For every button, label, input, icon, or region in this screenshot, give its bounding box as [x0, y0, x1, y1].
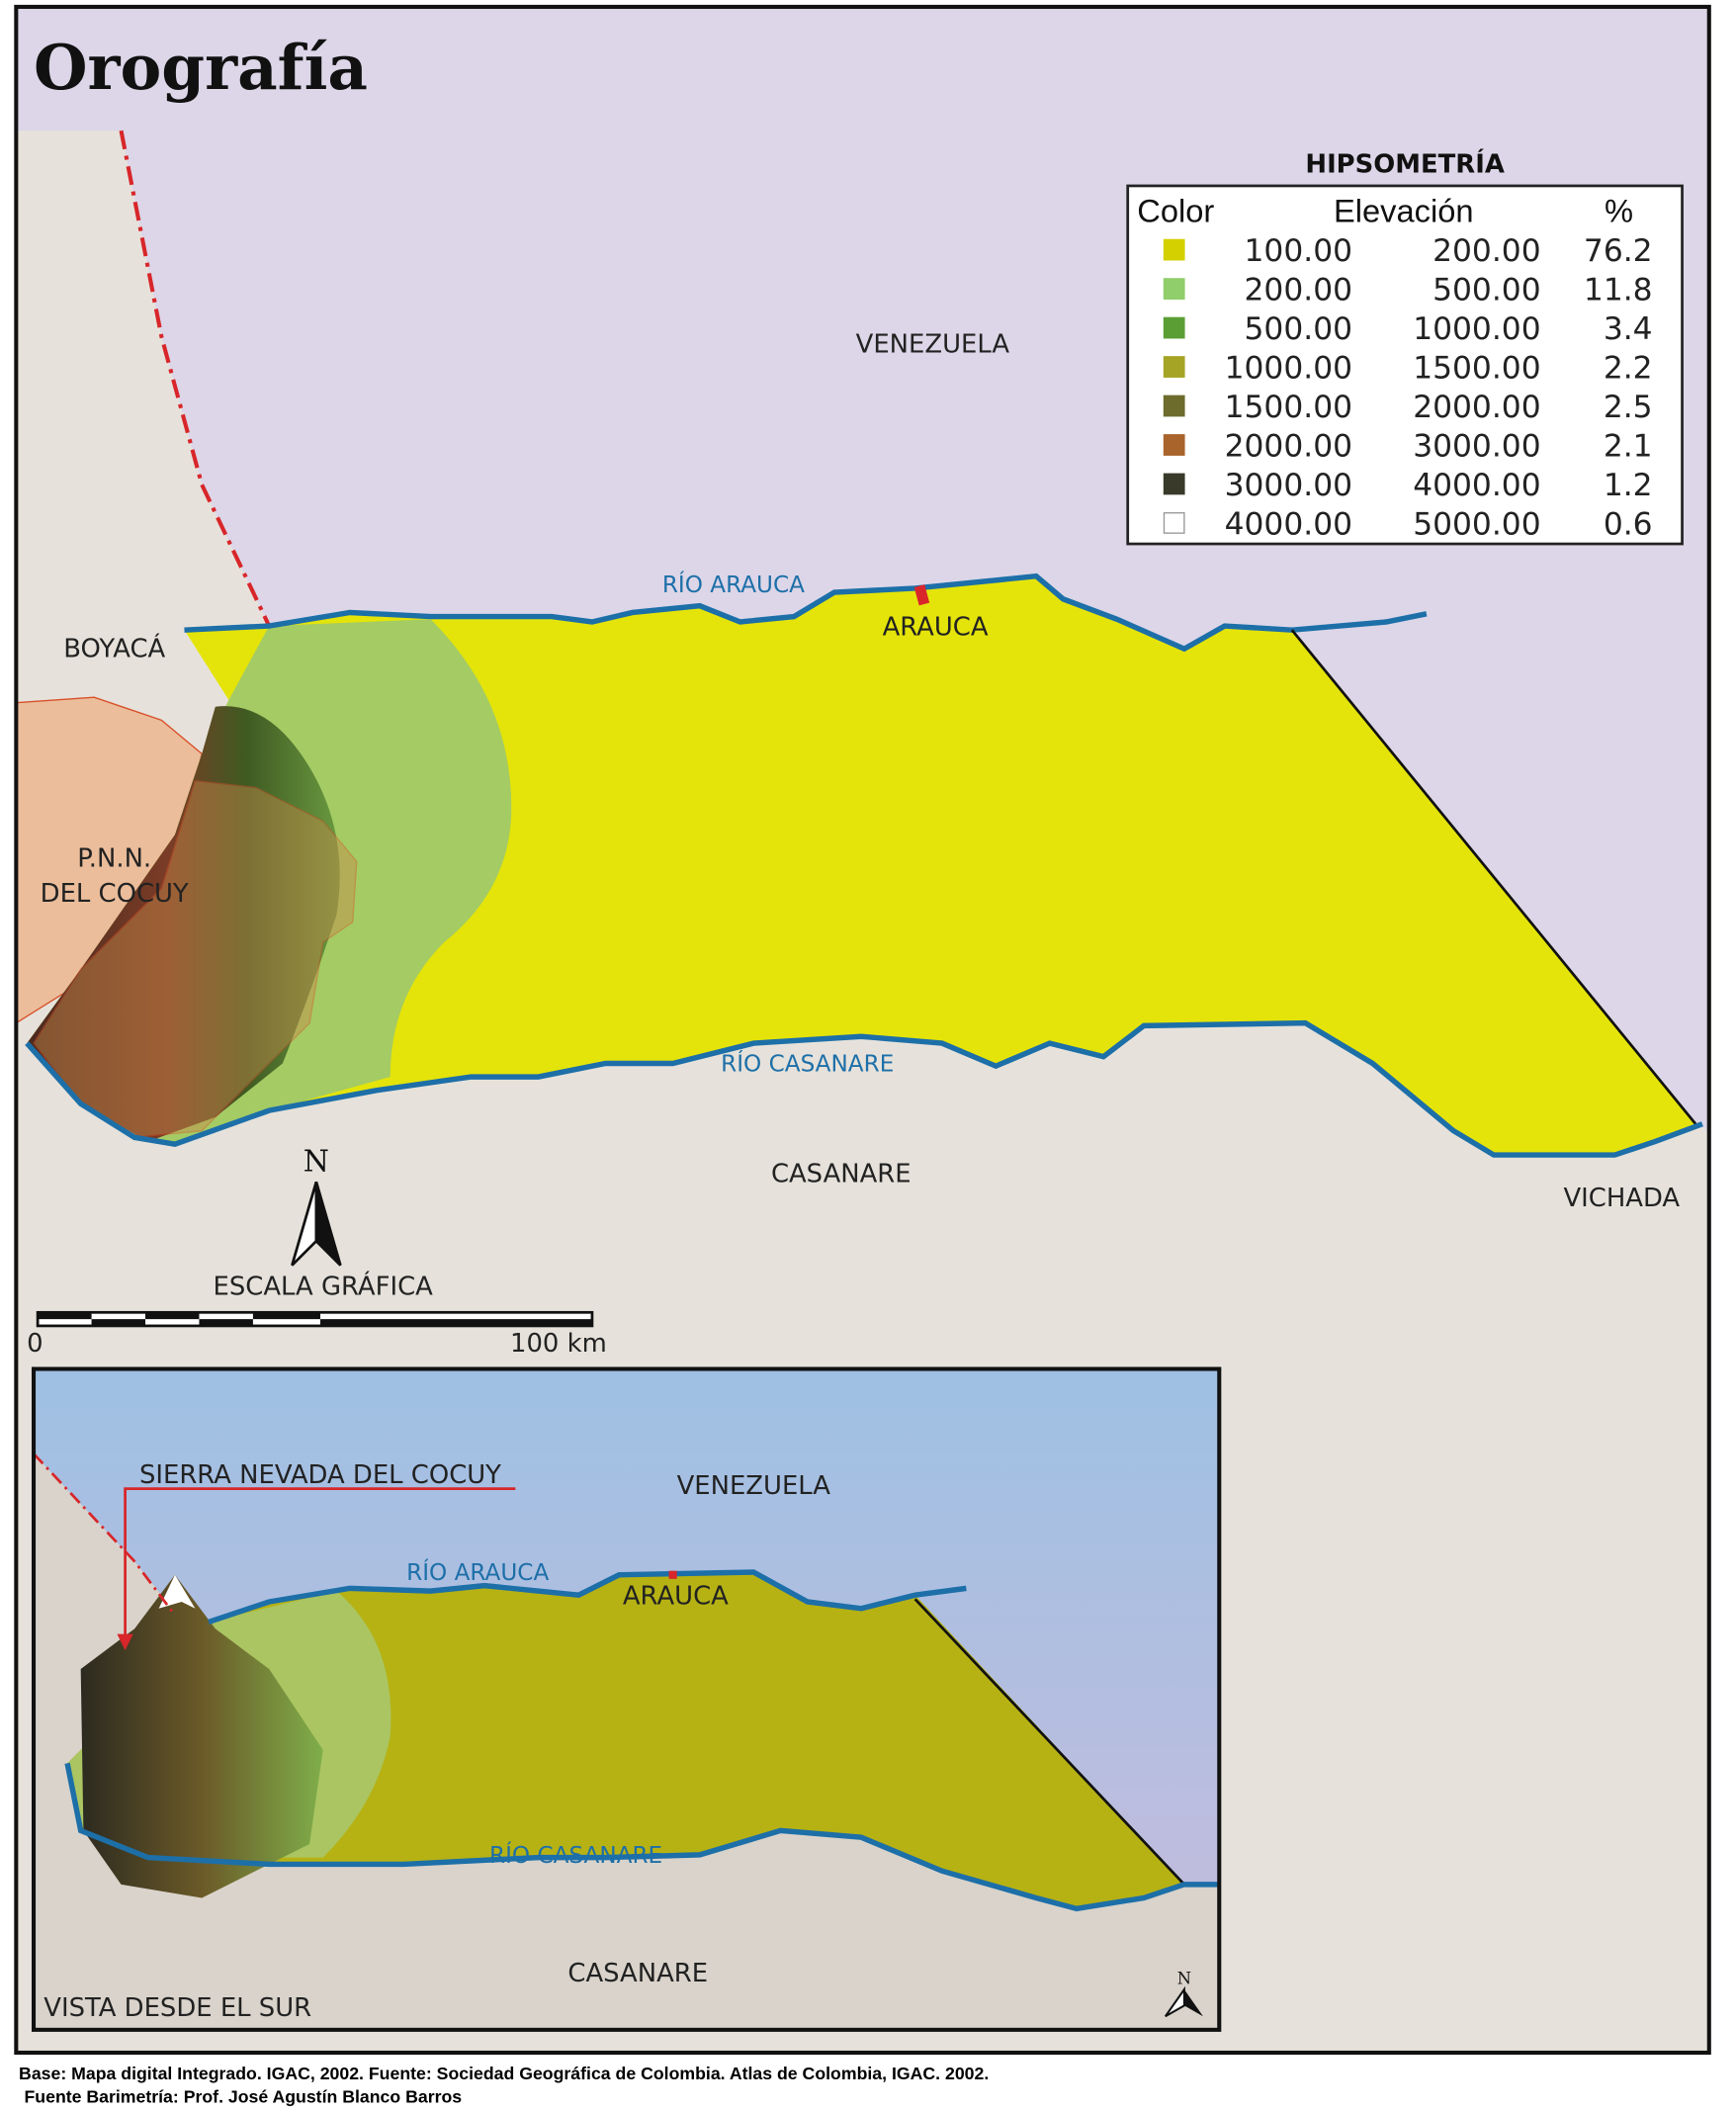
legend-pct: 0.6 [1604, 507, 1653, 543]
legend-pct: 2.1 [1604, 429, 1653, 465]
legend-header-percent: % [1605, 193, 1633, 229]
legend-pct: 2.5 [1604, 390, 1653, 425]
rio-casanare [25, 1019, 1703, 1158]
svg-text:N: N [1177, 1970, 1191, 1988]
legend-swatch [1163, 278, 1185, 300]
label-rio-arauca: RÍO ARAUCA [662, 571, 805, 598]
legend-max: 200.00 [1432, 233, 1541, 269]
legend-min: 1000.00 [1225, 351, 1352, 387]
inset-label-rio-casanare: RÍO CASANARE [489, 1841, 662, 1869]
legend-min: 3000.00 [1225, 468, 1352, 503]
legend-row: 500.00 1000.00 3.4 [1163, 311, 1653, 347]
inset-3d-view: SIERRA NEVADA DEL COCUY VENEZUELA RÍO AR… [31, 1366, 1222, 2032]
legend-swatch [1163, 316, 1185, 339]
legend-row: 100.00 200.00 76.2 [1163, 233, 1653, 269]
footer-source-2: Fuente Barimetría: Prof. José Agustín Bl… [25, 2086, 463, 2106]
label-casanare: CASANARE [771, 1159, 911, 1188]
international-border [119, 130, 272, 627]
legend-swatch [1163, 473, 1185, 495]
legend-min: 100.00 [1245, 233, 1353, 269]
legend-row: 1500.00 2000.00 2.5 [1163, 390, 1653, 425]
cocuy-park-overlay [33, 779, 358, 1139]
legend-header-elevation: Elevación [1334, 193, 1474, 229]
legend-pct: 1.2 [1604, 468, 1653, 503]
legend-min: 1500.00 [1225, 390, 1352, 425]
legend-swatch [1163, 512, 1185, 534]
main-map: Orografía VENEZUELA BOYACÁ P.N.N. DEL CO… [14, 4, 1711, 2056]
label-boyaca: BOYACÁ [63, 632, 165, 663]
legend-min: 500.00 [1245, 311, 1353, 347]
inset-label-arauca: ARAUCA [623, 1582, 729, 1612]
legend-max: 2000.00 [1413, 390, 1540, 425]
legend-row: 4000.00 5000.00 0.6 [1163, 507, 1653, 543]
legend-max: 500.00 [1432, 273, 1541, 308]
legend-row: 200.00 500.00 11.8 [1163, 273, 1653, 308]
sierra-pointer [124, 1487, 516, 1640]
legend-min: 200.00 [1245, 273, 1353, 308]
inset-label-venezuela: VENEZUELA [677, 1471, 831, 1501]
legend-title: HIPSOMETRÍA [1305, 147, 1504, 179]
legend-max: 1000.00 [1413, 311, 1540, 347]
eastern-boundary [1290, 629, 1697, 1125]
svg-text:100 km: 100 km [510, 1329, 607, 1359]
legend-swatch [1163, 356, 1185, 378]
scale-bar: ESCALA GRÁFICA 0 100 km [27, 1271, 607, 1359]
legend-swatch [1163, 434, 1185, 456]
label-pnn-2: DEL COCUY [41, 879, 189, 909]
legend-max: 4000.00 [1413, 468, 1540, 503]
legend-min: 2000.00 [1225, 429, 1352, 465]
inset-label-rio-arauca: RÍO ARAUCA [406, 1558, 549, 1586]
svg-text:ESCALA GRÁFICA: ESCALA GRÁFICA [214, 1271, 434, 1302]
legend-row: 2000.00 3000.00 2.1 [1163, 429, 1653, 465]
label-pnn-1: P.N.N. [77, 844, 151, 874]
legend-max: 5000.00 [1413, 507, 1540, 543]
map-title: Orografía [34, 31, 368, 104]
legend-pct: 76.2 [1584, 233, 1653, 269]
legend-min: 4000.00 [1225, 507, 1352, 543]
inset-label-view: VISTA DESDE EL SUR [43, 1993, 311, 2023]
label-rio-casanare: RÍO CASANARE [721, 1050, 894, 1078]
inset-label-sierra: SIERRA NEVADA DEL COCUY [139, 1460, 501, 1490]
legend-pct: 3.4 [1604, 311, 1653, 347]
legend-header-color: Color [1137, 193, 1214, 229]
legend-max: 3000.00 [1413, 429, 1540, 465]
arauca-city-marker [913, 584, 930, 606]
legend-pct: 2.2 [1604, 351, 1653, 387]
legend-max: 1500.00 [1413, 351, 1540, 387]
label-vichada: VICHADA [1563, 1184, 1680, 1213]
legend-pct: 11.8 [1584, 273, 1653, 308]
rio-arauca [184, 572, 1428, 653]
legend-row: 1000.00 1500.00 2.2 [1163, 351, 1653, 387]
legend-swatch [1163, 395, 1185, 417]
label-arauca: ARAUCA [883, 613, 989, 643]
hypsometry-legend: HIPSOMETRÍA Color Elevación % 100.00 200.… [1126, 147, 1684, 546]
inset-label-casanare: CASANARE [567, 1959, 708, 1988]
footer-source-1: Base: Mapa digital Integrado. IGAC, 2002… [19, 2064, 989, 2083]
svg-text:N: N [304, 1144, 329, 1179]
mountains-high [27, 706, 340, 1142]
legend-swatch [1163, 238, 1185, 261]
svg-text:0: 0 [27, 1329, 43, 1359]
north-arrow-icon: N [291, 1144, 342, 1267]
label-venezuela: VENEZUELA [856, 330, 1010, 360]
legend-row: 3000.00 4000.00 1.2 [1163, 468, 1653, 503]
